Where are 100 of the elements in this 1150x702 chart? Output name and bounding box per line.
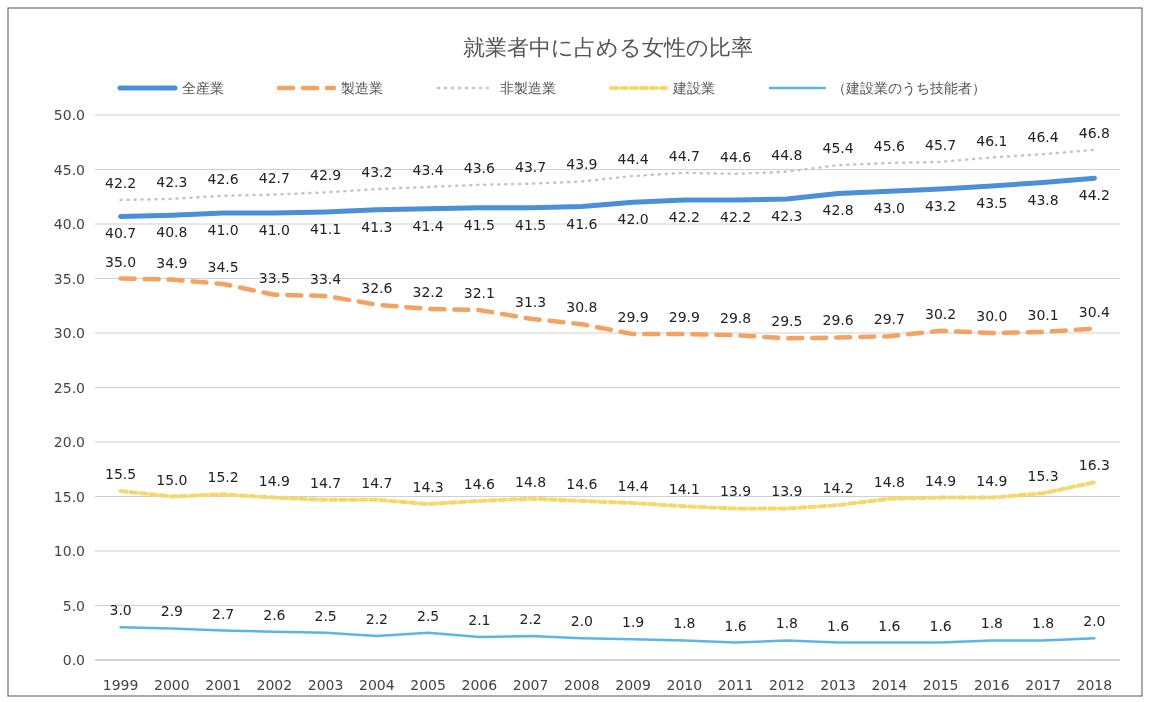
x-tick-label: 2013 — [820, 677, 856, 693]
data-label: 42.8 — [822, 202, 854, 219]
data-label: 2.6 — [263, 606, 286, 623]
legend-label: 全産業 — [182, 80, 224, 96]
data-label: 30.1 — [1027, 306, 1059, 323]
data-label: 2.2 — [519, 611, 542, 628]
x-tick-label: 2015 — [922, 677, 959, 693]
data-label: 41.4 — [412, 217, 444, 234]
x-tick-label: 2004 — [359, 677, 395, 693]
data-label: 41.0 — [258, 222, 290, 239]
x-tick-label: 2012 — [769, 677, 805, 693]
data-label: 41.5 — [515, 216, 547, 233]
data-label: 14.8 — [873, 473, 905, 490]
x-tick-label: 2007 — [512, 677, 549, 693]
y-tick-label: 30.0 — [53, 325, 85, 341]
legend-label: 建設業 — [672, 80, 715, 96]
data-label: 30.8 — [566, 299, 598, 316]
data-label: 14.8 — [515, 473, 547, 490]
data-label: 1.8 — [1031, 615, 1055, 632]
data-label: 46.1 — [976, 132, 1008, 149]
data-label: 43.5 — [976, 194, 1008, 211]
data-label: 14.1 — [668, 481, 700, 498]
data-label: 43.7 — [515, 158, 547, 175]
x-tick-label: 2018 — [1076, 677, 1113, 693]
data-label: 15.3 — [1027, 468, 1059, 485]
data-label: 34.9 — [156, 254, 188, 271]
data-label: 14.3 — [412, 479, 444, 496]
data-label: 44.7 — [668, 147, 700, 164]
y-tick-label: 15.0 — [53, 488, 85, 505]
data-label: 1.9 — [621, 614, 645, 631]
data-label: 13.9 — [771, 483, 803, 500]
y-tick-label: 50.0 — [53, 107, 85, 123]
data-label: 29.6 — [822, 312, 854, 329]
legend-label: （建設業のうち技能者） — [832, 80, 986, 96]
x-tick-label: 2016 — [974, 677, 1010, 693]
data-label: 1.6 — [929, 617, 952, 634]
data-label: 15.0 — [156, 471, 188, 488]
data-label: 31.3 — [515, 293, 547, 310]
data-label: 1.6 — [878, 617, 901, 634]
data-label: 29.9 — [617, 309, 649, 326]
x-tick-label: 2008 — [564, 677, 600, 693]
data-label: 41.3 — [361, 218, 393, 235]
data-label: 43.8 — [1027, 191, 1059, 208]
data-label: 14.9 — [925, 472, 957, 489]
data-label: 40.8 — [156, 224, 188, 241]
data-label: 2.5 — [416, 607, 440, 624]
data-label: 14.6 — [463, 475, 496, 492]
data-label: 45.4 — [822, 140, 854, 157]
data-label: 14.6 — [566, 475, 598, 492]
data-label: 14.7 — [361, 474, 393, 491]
x-tick-label: 2005 — [410, 677, 446, 693]
x-tick-label: 2003 — [307, 677, 344, 693]
data-label: 40.7 — [105, 225, 137, 242]
data-label: 1.8 — [673, 615, 696, 632]
data-label: 2.9 — [160, 603, 184, 620]
data-label: 1.6 — [826, 617, 850, 634]
y-tick-label: 20.0 — [53, 434, 85, 450]
data-label: 34.5 — [207, 258, 239, 275]
data-label: 29.5 — [771, 313, 803, 330]
data-label: 46.8 — [1078, 124, 1110, 141]
data-label: 13.9 — [720, 483, 752, 500]
y-tick-label: 40.0 — [53, 216, 85, 232]
data-label: 2.0 — [1083, 613, 1106, 630]
x-tick-label: 2011 — [717, 677, 754, 693]
data-label: 42.2 — [668, 209, 700, 226]
data-label: 35.0 — [105, 253, 137, 270]
y-tick-label: 0.0 — [62, 652, 85, 668]
data-label: 1.8 — [775, 615, 799, 632]
data-label: 32.1 — [463, 285, 495, 302]
data-label: 32.2 — [412, 284, 444, 301]
y-tick-label: 45.0 — [53, 161, 85, 178]
data-label: 16.3 — [1078, 457, 1110, 474]
data-label: 42.7 — [258, 169, 290, 186]
legend-label: 非製造業 — [500, 80, 556, 96]
data-label: 43.2 — [361, 164, 393, 181]
data-label: 42.9 — [310, 167, 342, 184]
data-label: 33.4 — [310, 270, 342, 287]
data-label: 45.7 — [925, 136, 957, 153]
data-label: 33.5 — [258, 269, 290, 286]
data-label: 29.7 — [873, 311, 905, 328]
data-label: 42.2 — [720, 209, 752, 226]
data-label: 45.6 — [873, 137, 906, 154]
data-label: 46.4 — [1027, 129, 1059, 146]
data-label: 44.4 — [617, 151, 649, 168]
x-tick-label: 1999 — [102, 677, 139, 693]
data-label: 14.2 — [822, 480, 854, 497]
data-label: 43.9 — [566, 156, 598, 173]
data-label: 44.6 — [720, 148, 752, 165]
x-tick-label: 2002 — [256, 677, 293, 693]
data-label: 43.6 — [463, 159, 496, 176]
data-label: 2.0 — [570, 613, 594, 630]
data-label: 14.7 — [310, 474, 342, 491]
data-label: 3.0 — [109, 602, 132, 619]
data-label: 29.9 — [668, 309, 700, 326]
data-label: 42.0 — [617, 211, 649, 228]
data-label: 30.2 — [925, 305, 957, 322]
x-tick-label: 2014 — [871, 677, 908, 693]
data-label: 41.0 — [207, 222, 239, 239]
chart-title: 就業者中に占める女性の比率 — [462, 35, 753, 60]
x-tick-label: 2017 — [1025, 677, 1061, 693]
